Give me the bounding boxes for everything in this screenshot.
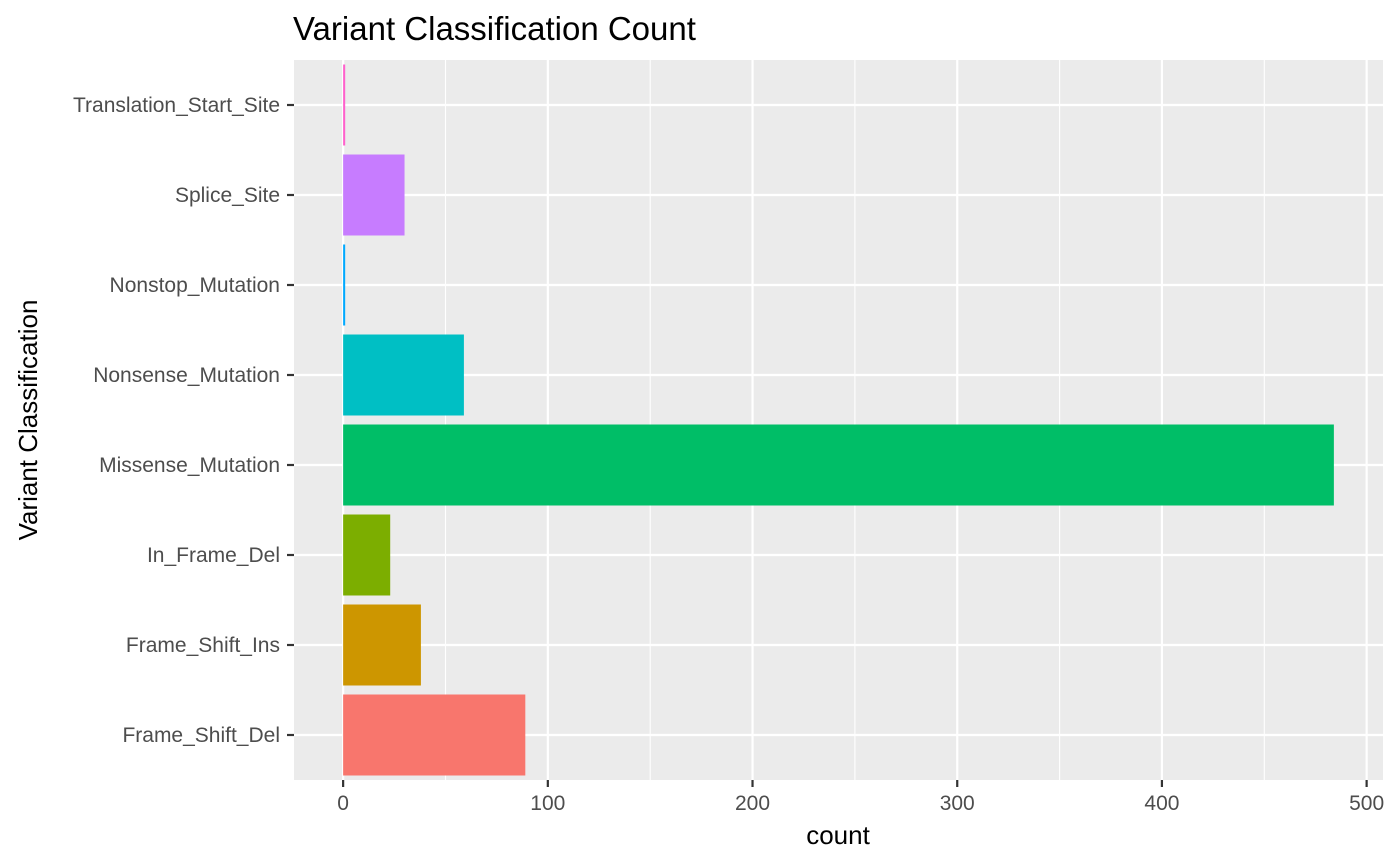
- minor-gridlines: [444, 60, 1265, 780]
- bar-missense-mutation: [343, 424, 1334, 506]
- x-tick-label: 300: [940, 792, 975, 815]
- y-tick-label: Frame_Shift_Ins: [126, 634, 280, 657]
- plot-panel: [294, 60, 1383, 780]
- y-tick-label: Nonstop_Mutation: [110, 274, 280, 297]
- bars: [343, 64, 1334, 776]
- x-tick-label: 100: [530, 792, 565, 815]
- bar-nonstop-mutation: [343, 244, 346, 326]
- bar-frame-shift-ins: [343, 604, 421, 686]
- bar-nonsense-mutation: [343, 334, 464, 416]
- y-tick-label: In_Frame_Del: [147, 544, 280, 567]
- x-tick-label: 400: [1144, 792, 1179, 815]
- bar-translation-start-site: [343, 64, 346, 146]
- bar-frame-shift-del: [343, 694, 526, 776]
- y-tick-label: Translation_Start_Site: [73, 94, 280, 117]
- bar-in-frame-del: [343, 514, 391, 596]
- x-axis-title: count: [806, 820, 870, 850]
- x-tick-label: 0: [337, 792, 349, 815]
- y-axis-title: Variant Classification: [13, 300, 43, 541]
- x-tick-label: 500: [1349, 792, 1384, 815]
- chart-title: Variant Classification Count: [293, 10, 696, 47]
- bar-splice-site: [343, 154, 405, 236]
- x-axis: 0 100 200 300 400 500: [337, 780, 1384, 815]
- y-tick-label: Splice_Site: [175, 184, 280, 207]
- y-axis: Frame_Shift_Del Frame_Shift_Ins In_Frame_D…: [73, 94, 294, 747]
- y-tick-label: Missense_Mutation: [99, 454, 280, 477]
- y-tick-label: Nonsense_Mutation: [93, 364, 280, 387]
- y-tick-label: Frame_Shift_Del: [122, 724, 280, 747]
- x-tick-label: 200: [735, 792, 770, 815]
